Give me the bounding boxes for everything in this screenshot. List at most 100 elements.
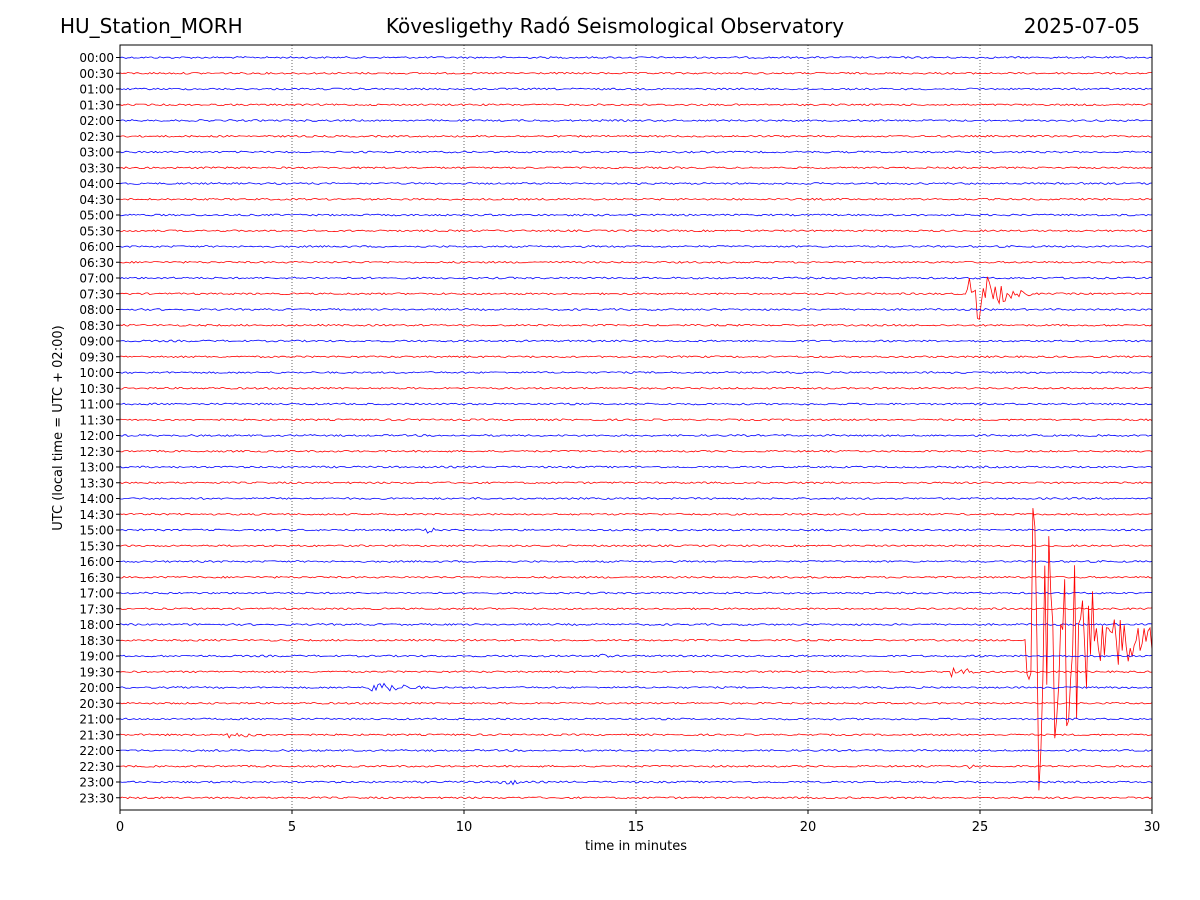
- trace-line-2130: [119, 732, 1153, 739]
- station-title: HU_Station_MORH: [60, 14, 243, 38]
- x-tick-label: 25: [972, 820, 989, 835]
- y-tick-label: 17:00: [79, 587, 114, 601]
- trace-line-2030: [119, 701, 1153, 705]
- chart-title: Kövesligethy Radó Seismological Observat…: [385, 14, 845, 38]
- y-tick-label: 09:30: [79, 350, 114, 364]
- trace-line-2230: [119, 764, 1153, 770]
- trace-line-1400: [119, 497, 1153, 500]
- y-tick-label: 23:30: [79, 791, 114, 805]
- y-tick-label: 15:30: [79, 539, 114, 553]
- trace-line-0730: [119, 276, 1153, 321]
- y-tick-label: 03:00: [79, 146, 114, 160]
- trace-line-1900: [119, 653, 1153, 658]
- y-tick-label: 16:30: [79, 571, 114, 585]
- x-tick-label: 30: [1144, 820, 1161, 835]
- y-tick-label: 10:00: [79, 366, 114, 380]
- trace-line-1700: [119, 591, 1153, 595]
- grid-lines: [291, 45, 981, 810]
- trace-line-0000: [119, 56, 1153, 59]
- x-tick-group: 0 5 10 15 20 25 30: [116, 810, 1160, 835]
- y-tick-label: 02:30: [79, 130, 114, 144]
- trace-line-1600: [119, 560, 1153, 563]
- trace-line-1630: [120, 575, 1152, 579]
- trace-line-1100: [120, 402, 1153, 406]
- y-tick-label: 05:30: [79, 224, 114, 238]
- trace-line-0700: [119, 276, 1153, 280]
- y-tick-label: 14:00: [79, 492, 114, 506]
- y-tick-label: 05:00: [79, 209, 114, 223]
- trace-line-0930: [119, 355, 1153, 359]
- y-tick-label: 14:30: [79, 508, 114, 522]
- trace-line-0630: [119, 260, 1153, 264]
- y-tick-label: 15:00: [79, 524, 114, 538]
- x-tick-label: 20: [800, 820, 817, 835]
- y-tick-label: 16:00: [79, 555, 114, 569]
- trace-line-1330: [119, 481, 1153, 485]
- y-tick-label: 22:30: [79, 760, 114, 774]
- trace-line-1130: [119, 418, 1153, 422]
- trace-line-0800: [119, 308, 1153, 311]
- y-tick-label: 19:00: [79, 650, 114, 664]
- x-axis-label: time in minutes: [585, 839, 687, 854]
- y-tick-label: 17:30: [79, 602, 114, 616]
- date-title: 2025-07-05: [1023, 14, 1140, 38]
- y-tick-label: 00:00: [79, 51, 114, 65]
- trace-line-0830: [119, 323, 1153, 327]
- trace-line-0530: [120, 229, 1153, 233]
- y-tick-label: 06:00: [79, 240, 114, 254]
- y-tick-label: 08:30: [79, 319, 114, 333]
- trace-line-1000: [119, 371, 1153, 374]
- trace-line-2300: [119, 779, 1153, 786]
- y-tick-label: 18:00: [79, 618, 114, 632]
- trace-line-1930: [119, 666, 1153, 679]
- trace-line-0200: [119, 119, 1153, 122]
- trace-line-0400: [119, 182, 1153, 185]
- y-tick-label: 01:30: [79, 98, 114, 112]
- y-tick-label: 06:30: [79, 256, 114, 270]
- trace-line-1200: [119, 434, 1153, 437]
- y-tick-label: 12:30: [79, 445, 114, 459]
- trace-line-0430: [119, 197, 1153, 201]
- trace-line-1230: [119, 449, 1153, 453]
- trace-line-1030: [119, 386, 1153, 390]
- y-tick-label: 07:00: [79, 272, 114, 286]
- y-tick-label: 11:00: [79, 398, 114, 412]
- y-tick-label: 21:30: [79, 728, 114, 742]
- trace-line-1800: [119, 623, 1153, 626]
- trace-line-0500: [120, 213, 1153, 217]
- y-tick-label: 04:00: [79, 177, 114, 191]
- trace-line-0300: [119, 150, 1153, 154]
- trace-line-0900: [119, 339, 1153, 343]
- trace-group: [119, 56, 1153, 800]
- trace-line-2200: [119, 749, 1153, 752]
- trace-line-1500: [119, 527, 1153, 534]
- trace-line-0230: [119, 134, 1153, 138]
- trace-line-0130: [119, 103, 1153, 107]
- y-tick-label: 10:30: [79, 382, 114, 396]
- trace-line-0030: [119, 71, 1152, 75]
- trace-line-2000: [119, 682, 1153, 692]
- trace-line-1300: [119, 465, 1153, 469]
- x-tick-label: 0: [116, 820, 124, 835]
- trace-line-0600: [119, 245, 1153, 248]
- y-tick-label: 07:30: [79, 287, 114, 301]
- y-tick-label: 03:30: [79, 161, 114, 175]
- y-tick-label: 09:00: [79, 335, 114, 349]
- y-tick-label: 11:30: [79, 413, 114, 427]
- y-tick-label: 00:30: [79, 67, 114, 81]
- trace-line-1730: [119, 607, 1153, 611]
- y-tick-label: 08:00: [79, 303, 114, 317]
- y-tick-label: 02:00: [79, 114, 114, 128]
- y-tick-label: 19:30: [79, 665, 114, 679]
- y-tick-label: 22:00: [79, 744, 114, 758]
- x-tick-label: 5: [288, 820, 296, 835]
- trace-line-0100: [119, 87, 1153, 91]
- trace-line-2330: [119, 796, 1153, 800]
- y-tick-label: 23:00: [79, 776, 114, 790]
- y-axis-label: UTC (local time = UTC + 02:00): [51, 325, 66, 530]
- trace-line-0330: [119, 166, 1153, 170]
- x-tick-label: 15: [628, 820, 645, 835]
- y-tick-label: 04:30: [79, 193, 114, 207]
